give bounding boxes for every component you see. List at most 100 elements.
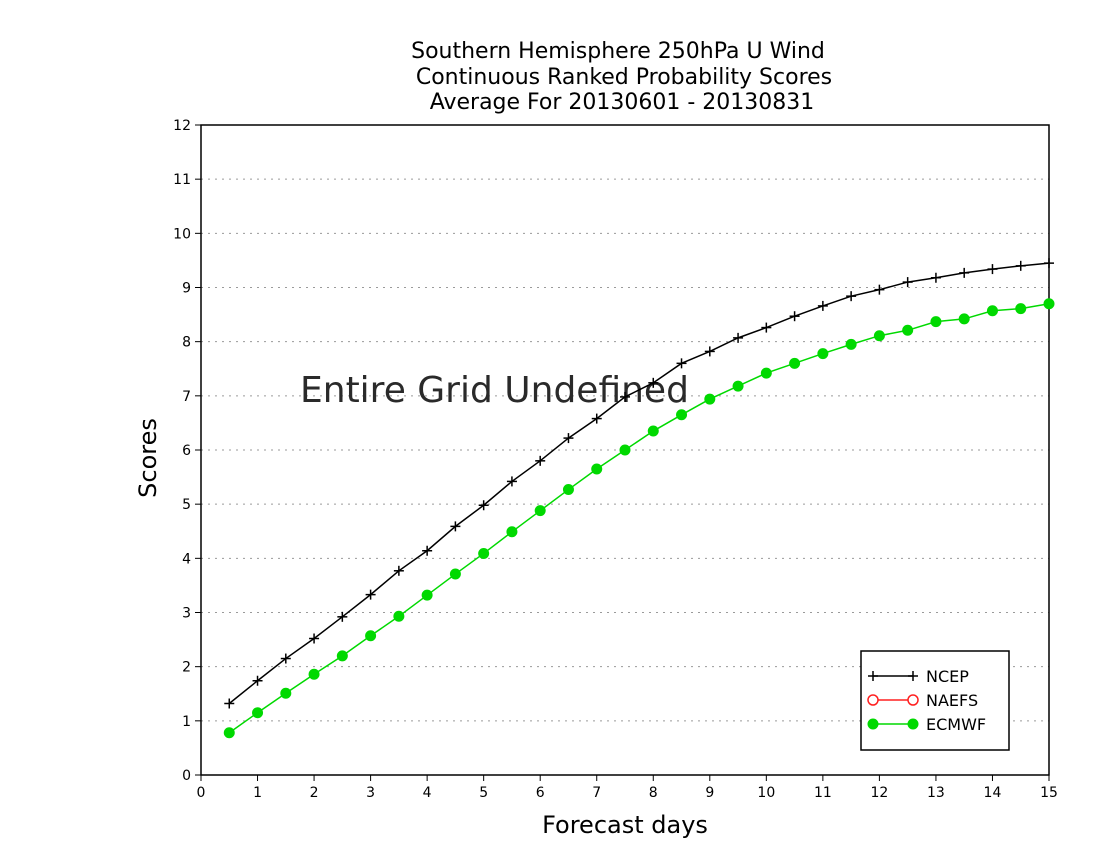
data-point-ncep bbox=[450, 521, 461, 532]
data-point-ecmwf bbox=[280, 687, 292, 699]
data-point-ncep bbox=[365, 589, 376, 600]
data-point-ecmwf bbox=[421, 589, 433, 601]
x-tick-label: 8 bbox=[649, 785, 658, 801]
legend-label: NAEFS bbox=[926, 691, 978, 710]
data-point-ecmwf bbox=[478, 547, 490, 559]
data-point-ncep bbox=[563, 433, 574, 444]
data-point-ecmwf bbox=[817, 348, 829, 360]
series-ncep bbox=[224, 258, 1054, 709]
legend-item-ncep: NCEP bbox=[868, 667, 969, 686]
data-point-ecmwf bbox=[647, 425, 659, 437]
chart-title: Southern Hemisphere 250hPa U Wind Contin… bbox=[411, 39, 832, 115]
data-point-ncep bbox=[337, 611, 348, 622]
data-point-ecmwf bbox=[845, 338, 857, 350]
series-ecmwf bbox=[223, 298, 1055, 739]
legend-item-naefs: NAEFS bbox=[867, 691, 978, 710]
title-line-1: Southern Hemisphere 250hPa U Wind bbox=[411, 39, 825, 64]
x-tick-label: 3 bbox=[366, 785, 375, 801]
legend-marker-start bbox=[868, 671, 878, 681]
x-tick-label: 7 bbox=[592, 785, 601, 801]
data-point-ncep bbox=[506, 476, 517, 487]
data-point-ncep bbox=[224, 698, 235, 709]
data-point-ecmwf bbox=[506, 526, 518, 538]
data-point-ncep bbox=[478, 500, 489, 511]
data-point-ncep bbox=[676, 358, 687, 369]
data-point-ecmwf bbox=[958, 313, 970, 325]
legend-marker-end bbox=[907, 718, 919, 730]
y-tick-label: 2 bbox=[182, 660, 191, 676]
data-point-ecmwf bbox=[1015, 303, 1027, 315]
x-tick-label: 9 bbox=[705, 785, 714, 801]
x-tick-label: 15 bbox=[1040, 785, 1058, 801]
data-point-ecmwf bbox=[902, 324, 914, 336]
data-point-ecmwf bbox=[534, 505, 546, 517]
data-point-ecmwf bbox=[336, 650, 348, 662]
data-point-ecmwf bbox=[252, 707, 264, 719]
data-point-ncep bbox=[309, 633, 320, 644]
title-line-3: Average For 20130601 - 20130831 bbox=[430, 90, 815, 115]
legend: NCEP NAEFS ECMWF bbox=[860, 650, 1010, 751]
data-point-ncep bbox=[874, 284, 885, 295]
y-tick-label: 6 bbox=[182, 443, 191, 459]
data-point-ecmwf bbox=[789, 357, 801, 369]
y-tick-label: 8 bbox=[182, 335, 191, 351]
legend-marker-start bbox=[867, 694, 879, 706]
data-point-ncep bbox=[620, 391, 630, 402]
x-tick-label: 0 bbox=[197, 785, 206, 801]
y-tick-label: 10 bbox=[173, 226, 191, 242]
x-tick-label: 13 bbox=[927, 785, 945, 801]
y-tick-label: 5 bbox=[182, 497, 191, 513]
data-point-ncep bbox=[280, 653, 291, 664]
data-point-ecmwf bbox=[676, 409, 688, 421]
y-tick-label: 4 bbox=[182, 551, 191, 567]
x-tick-label: 11 bbox=[814, 785, 832, 801]
data-point-ecmwf bbox=[223, 727, 235, 739]
y-tick-label: 7 bbox=[182, 389, 191, 405]
data-point-ncep bbox=[930, 272, 941, 283]
data-point-ncep bbox=[733, 332, 744, 343]
y-tick-label: 1 bbox=[182, 714, 191, 730]
y-tick-label: 11 bbox=[173, 172, 191, 188]
y-tick-label: 9 bbox=[182, 281, 191, 297]
data-point-ncep bbox=[252, 675, 263, 686]
x-tick-label: 6 bbox=[536, 785, 545, 801]
legend-label: NCEP bbox=[926, 667, 969, 686]
data-point-ncep bbox=[704, 346, 715, 357]
legend-marker-end bbox=[907, 694, 919, 706]
data-point-ncep bbox=[987, 264, 998, 275]
legend-label: ECMWF bbox=[926, 715, 986, 734]
data-point-ecmwf bbox=[562, 484, 574, 496]
y-tick-label: 3 bbox=[182, 606, 191, 622]
data-point-ecmwf bbox=[930, 316, 942, 328]
legend-item-ecmwf: ECMWF bbox=[867, 715, 986, 734]
x-tick-label: 4 bbox=[423, 785, 432, 801]
undefined-grid-annotation: Entire Grid Undefined bbox=[300, 370, 689, 411]
data-point-ncep bbox=[959, 267, 970, 278]
data-point-ecmwf bbox=[308, 668, 320, 680]
data-point-ecmwf bbox=[704, 393, 716, 405]
data-point-ecmwf bbox=[732, 380, 744, 392]
data-point-ecmwf bbox=[873, 330, 885, 342]
data-point-ecmwf bbox=[619, 444, 631, 456]
y-tick-label: 0 bbox=[182, 768, 191, 784]
data-point-ncep bbox=[902, 277, 913, 288]
data-point-ncep bbox=[846, 291, 857, 302]
data-point-ecmwf bbox=[393, 610, 405, 622]
x-axis-label: Forecast days bbox=[542, 811, 708, 839]
data-point-ecmwf bbox=[986, 305, 998, 317]
x-tick-label: 10 bbox=[757, 785, 775, 801]
data-point-ncep bbox=[648, 377, 659, 388]
data-point-ncep bbox=[761, 322, 772, 333]
data-point-ncep bbox=[393, 565, 404, 576]
x-tick-label: 2 bbox=[310, 785, 319, 801]
data-point-ncep bbox=[789, 311, 800, 322]
data-point-ecmwf bbox=[365, 630, 377, 642]
y-tick-label: 12 bbox=[173, 118, 191, 134]
x-tick-label: 14 bbox=[984, 785, 1002, 801]
data-point-ecmwf bbox=[449, 568, 461, 580]
series-group bbox=[223, 258, 1055, 739]
legend-marker-start bbox=[867, 718, 879, 730]
legend-items: NCEP NAEFS ECMWF bbox=[867, 667, 986, 734]
